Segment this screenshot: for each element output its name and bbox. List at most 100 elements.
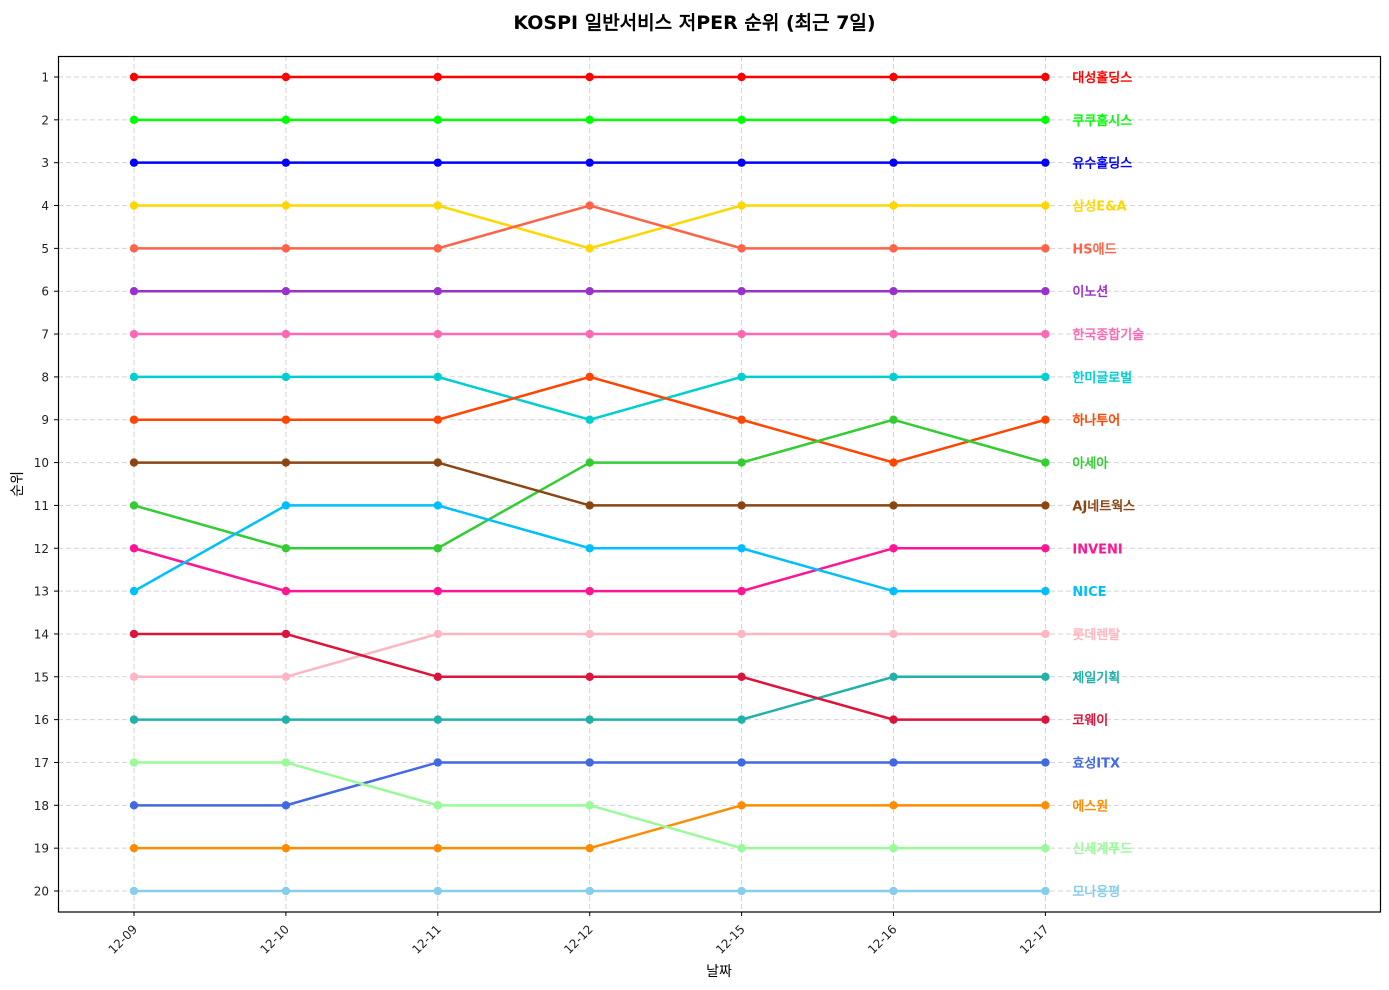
y-tick-label: 3 [41, 156, 49, 170]
data-point [1041, 329, 1050, 339]
data-point [129, 329, 139, 339]
data-point [433, 886, 442, 896]
data-point [889, 501, 898, 510]
data-point [1041, 458, 1050, 467]
data-point [737, 501, 746, 510]
data-point [737, 158, 746, 167]
data-point [129, 501, 139, 510]
data-point [889, 458, 898, 467]
data-point [737, 244, 746, 253]
data-point [737, 715, 746, 724]
series-end-label: 신세계푸드 [1072, 842, 1132, 857]
data-point [433, 544, 442, 553]
y-tick-label: 11 [34, 499, 49, 513]
data-point [889, 758, 898, 767]
x-tick-label: 12-10 [257, 922, 292, 957]
data-point [1041, 158, 1050, 167]
series-end-label: INVENI [1072, 542, 1122, 557]
series-end-label: 한국종합기술 [1072, 327, 1144, 343]
data-point [889, 72, 898, 82]
data-point [1041, 72, 1050, 82]
series-end-label: 아세아 [1072, 456, 1108, 472]
data-point [281, 458, 291, 467]
data-point [1041, 586, 1050, 596]
y-tick-label: 5 [41, 242, 49, 256]
data-point [1041, 544, 1050, 553]
data-point [433, 458, 442, 467]
data-point [129, 672, 139, 681]
data-point [281, 586, 291, 596]
data-point [433, 758, 442, 767]
y-tick-label: 19 [34, 842, 49, 856]
data-point [1041, 287, 1050, 296]
data-point [585, 715, 594, 724]
data-point [129, 629, 139, 639]
data-point [585, 801, 594, 810]
data-point [129, 244, 139, 253]
data-point [585, 672, 594, 681]
y-tick-label: 2 [41, 113, 49, 127]
x-tick-label: 12-16 [865, 922, 900, 957]
data-point [585, 244, 594, 253]
data-point [129, 586, 139, 596]
data-point [1041, 886, 1050, 896]
x-tick-label: 12-12 [561, 922, 596, 957]
data-point [281, 501, 291, 510]
data-point [585, 158, 594, 167]
series-line [129, 72, 1050, 82]
data-point [889, 801, 898, 810]
series-line [129, 758, 1050, 853]
data-point [281, 415, 291, 424]
x-axis-ticks: 12-09 12-10 12-11 12-12 12-15 12-16 12-17 [106, 912, 1052, 957]
data-point [1041, 629, 1050, 639]
y-tick-label: 18 [34, 799, 49, 813]
x-tick-label: 12-15 [713, 922, 748, 957]
series-end-label: 삼성E&A [1072, 199, 1126, 215]
data-point [889, 586, 898, 596]
data-point [433, 629, 442, 639]
y-tick-label: 7 [41, 328, 49, 342]
y-tick-label: 4 [41, 199, 49, 213]
data-point [889, 843, 898, 853]
series-line [129, 629, 1050, 681]
data-point [433, 501, 442, 510]
data-point [737, 544, 746, 553]
data-point [737, 458, 746, 467]
series-line [129, 801, 1050, 853]
data-point [433, 801, 442, 810]
data-point [433, 329, 442, 339]
data-point [585, 586, 594, 596]
series-end-label: 대성홀딩스 [1072, 70, 1132, 86]
series-end-label: NICE [1072, 585, 1106, 600]
data-point [129, 287, 139, 296]
y-axis-label: 순위 [10, 471, 26, 497]
data-point [1041, 715, 1050, 724]
data-point [585, 758, 594, 767]
series-line [129, 287, 1050, 296]
series-end-label: 제일기획 [1072, 670, 1120, 686]
series-path [134, 375, 1046, 422]
y-tick-label: 17 [34, 756, 49, 770]
series-line [129, 886, 1050, 896]
data-point [585, 501, 594, 510]
data-point [281, 672, 291, 681]
data-point [889, 329, 898, 339]
data-point [1041, 801, 1050, 810]
data-point [281, 629, 291, 639]
data-point [129, 458, 139, 467]
series-end-label: 에스원 [1072, 798, 1108, 814]
data-point [433, 244, 442, 253]
data-point [281, 201, 291, 210]
y-tick-label: 20 [34, 885, 49, 899]
series-line [129, 201, 1050, 253]
data-point [1041, 201, 1050, 210]
y-tick-label: 9 [41, 413, 49, 427]
data-point [433, 843, 442, 853]
data-point [1041, 672, 1050, 681]
data-point [433, 372, 442, 382]
data-point [129, 801, 139, 810]
data-point [1041, 501, 1050, 510]
data-point [737, 329, 746, 339]
data-point [889, 372, 898, 382]
data-point [433, 415, 442, 424]
